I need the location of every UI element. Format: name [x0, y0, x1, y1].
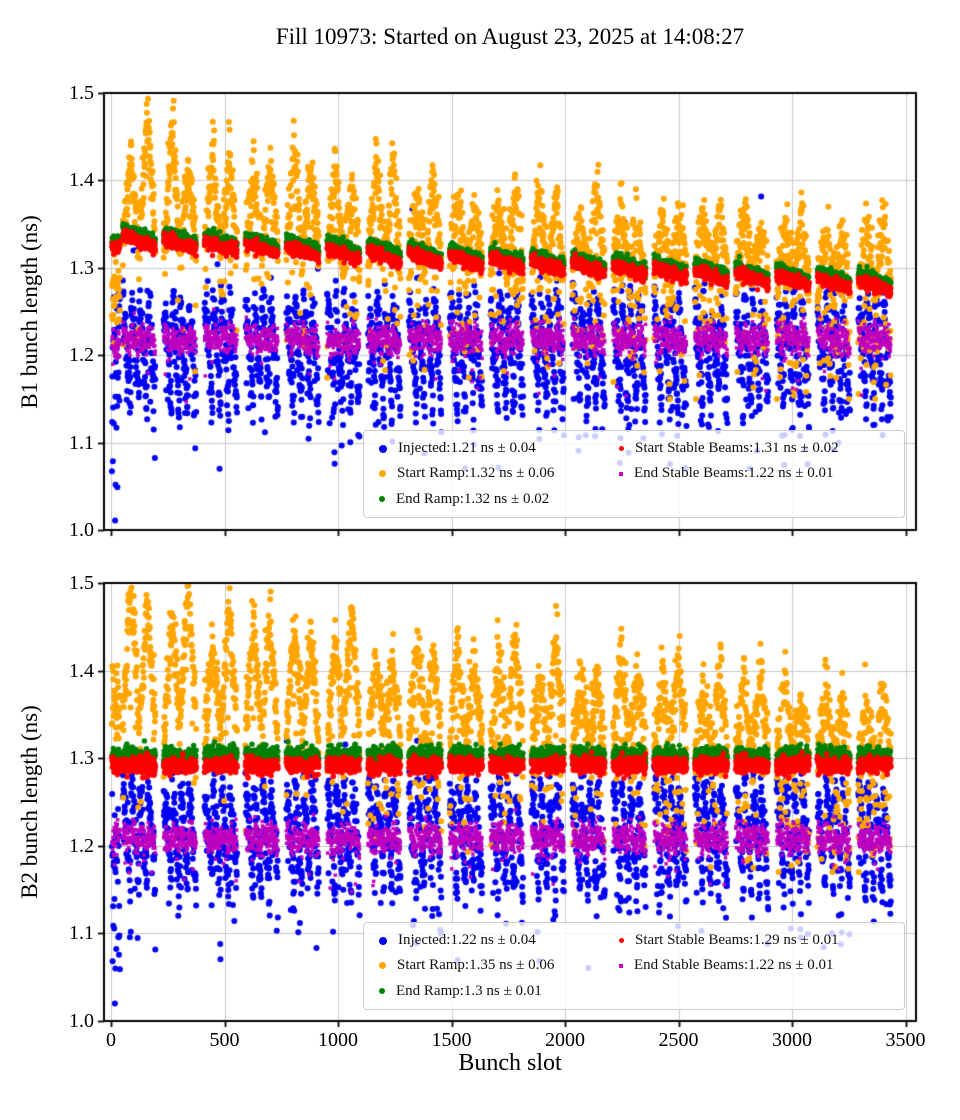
x-tick-label: 500 — [209, 1029, 240, 1051]
x-tick-label: 0 — [106, 1029, 117, 1051]
legend-entry: Start Ramp:1.32 ns ± 0.06 — [379, 461, 619, 486]
y-tick-label: 1.1 — [69, 431, 94, 454]
legend-entry: Start Ramp:1.35 ns ± 0.06 — [379, 953, 619, 978]
y-tick-label: 1.2 — [69, 834, 94, 857]
x-tick-label: 2000 — [545, 1029, 586, 1051]
y-axis-label-b2: B2 bunch length (ns) — [17, 705, 42, 899]
legend-marker-dot-icon — [379, 496, 385, 503]
y-tick-label: 1.4 — [69, 169, 94, 192]
legend-entry: Injected:1.22 ns ± 0.04 — [379, 928, 619, 953]
x-tick-label: 1000 — [318, 1029, 359, 1051]
legend-entry: Start Stable Beams:1.29 ns ± 0.01 — [619, 928, 898, 953]
legend-entry: Start Stable Beams:1.31 ns ± 0.02 — [619, 436, 898, 461]
legend-entry: End Stable Beams:1.22 ns ± 0.01 — [619, 953, 898, 978]
legend-entry-label: Start Ramp:1.35 ns ± 0.06 — [397, 957, 555, 974]
x-axis-label: Bunch slot — [458, 1050, 562, 1076]
legend-entry-label: End Stable Beams:1.22 ns ± 0.01 — [634, 957, 834, 974]
y-axis-label-b1: B1 bunch length (ns) — [17, 214, 42, 409]
x-tick-label: 3000 — [772, 1029, 813, 1051]
legend-marker-dot-icon — [379, 962, 386, 970]
legend-marker-dot-icon — [379, 470, 386, 478]
y-tick-label: 1.1 — [69, 922, 94, 945]
legend-entry-label: End Ramp:1.32 ns ± 0.02 — [396, 490, 550, 507]
legend-entry-label: Start Ramp:1.32 ns ± 0.06 — [397, 465, 555, 482]
y-tick-label: 1.5 — [69, 572, 94, 594]
x-tick-label: 3500 — [885, 1029, 926, 1051]
legend-marker-square-icon — [619, 963, 623, 968]
y-tick-label: 1.0 — [69, 1010, 94, 1032]
legend-entry: End Ramp:1.3 ns ± 0.01 — [379, 979, 619, 1004]
y-tick-label: 1.3 — [69, 256, 94, 279]
y-tick-label: 1.3 — [69, 747, 94, 770]
legend-entry-label: End Ramp:1.3 ns ± 0.01 — [396, 982, 542, 999]
legend-entry: End Stable Beams:1.22 ns ± 0.01 — [619, 461, 898, 486]
y-tick-label: 1.4 — [69, 659, 94, 682]
y-tick-label: 1.2 — [69, 344, 94, 367]
y-tick-label: 1.5 — [69, 82, 94, 104]
legend-entry-label: Injected:1.21 ns ± 0.04 — [398, 440, 536, 457]
legend-marker-dot-icon — [619, 938, 624, 944]
legend-entry-label: Injected:1.22 ns ± 0.04 — [398, 932, 536, 949]
legend-entry: End Ramp:1.32 ns ± 0.02 — [379, 487, 619, 512]
legend-entry-label: Start Stable Beams:1.29 ns ± 0.01 — [635, 932, 839, 949]
legend-entry-label: Start Stable Beams:1.31 ns ± 0.02 — [635, 440, 839, 457]
legend-marker-square-icon — [619, 471, 623, 476]
x-tick-label: 2500 — [658, 1029, 699, 1051]
legend-entry: Injected:1.21 ns ± 0.04 — [379, 436, 619, 461]
legend-marker-dot-icon — [379, 988, 385, 995]
x-tick-label: 1500 — [431, 1029, 472, 1051]
chart-title: Fill 10973: Started on August 23, 2025 a… — [275, 24, 745, 49]
legend-marker-dot-icon — [619, 446, 624, 452]
legend-entry-label: End Stable Beams:1.22 ns ± 0.01 — [634, 465, 834, 482]
legend-marker-dot-icon — [379, 444, 387, 453]
y-tick-label: 1.0 — [69, 519, 94, 541]
legend-b2: Injected:1.22 ns ± 0.04 Start Ramp:1.35 n… — [363, 922, 905, 1010]
legend-b1: Injected:1.21 ns ± 0.04 Start Ramp:1.32 n… — [363, 430, 905, 518]
legend-marker-dot-icon — [379, 936, 387, 945]
